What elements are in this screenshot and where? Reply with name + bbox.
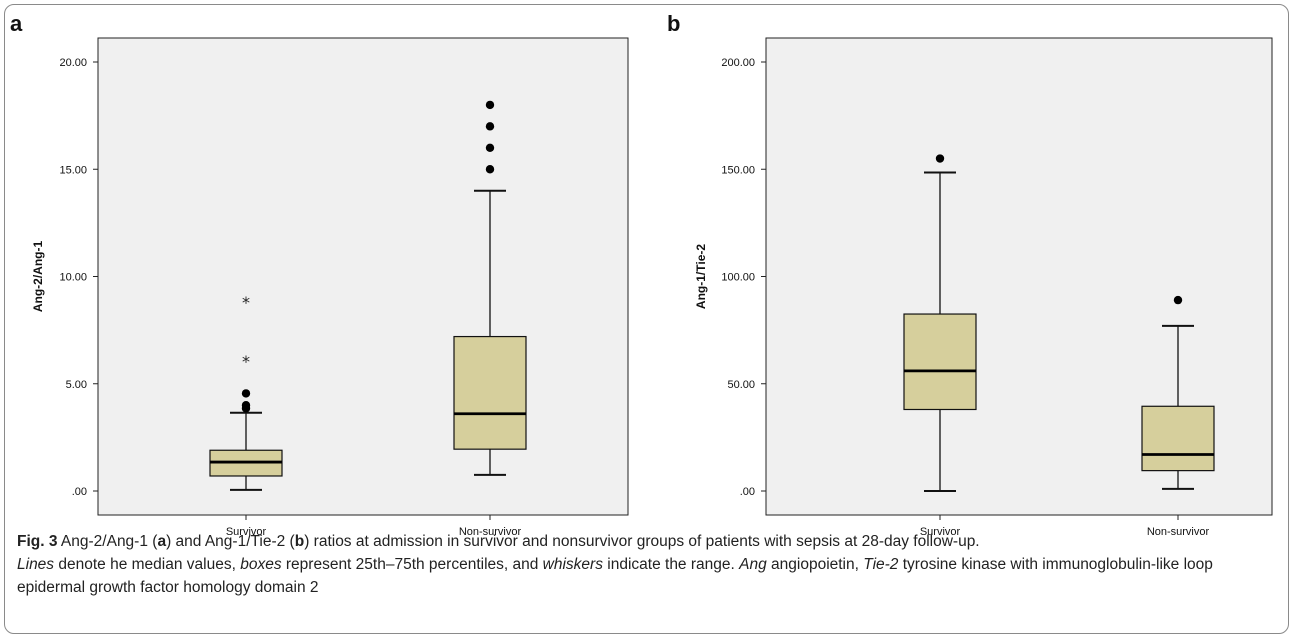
outlier-point [241, 389, 251, 398]
caption-text-2: ) and Ang-1/Tie-2 ( [166, 533, 295, 550]
caption-text-6: indicate the range. [602, 556, 740, 573]
y-tick-label: 200.00 [721, 57, 755, 69]
y-tick-label: 100.00 [721, 272, 755, 284]
panel-a: a .00 5.00 10.00 15.00 20.00 Ang-2/Ang-1 Surviv… [10, 11, 629, 538]
outlier-point [485, 122, 495, 131]
y-tick-label: 15.00 [59, 164, 87, 176]
box-iqr [453, 335, 527, 450]
y-tick-label: 5.00 [66, 379, 87, 391]
y-tick-label: 10.00 [59, 272, 87, 284]
y-tick-label: .00 [72, 486, 87, 498]
outlier-point [241, 401, 251, 410]
x-tick-label: Non-survivor [459, 526, 522, 538]
x-tick-label: Survivor [920, 526, 961, 538]
y-axis-title: Ang-2/Ang-1 [31, 241, 45, 313]
panel-letter: a [10, 11, 23, 36]
plot-area [97, 37, 629, 516]
caption-lines-term: Lines [17, 556, 55, 573]
caption-text-1: Ang-2/Ang-1 ( [57, 533, 158, 550]
caption-boxes-term: boxes [240, 556, 282, 573]
caption-tie-term: Tie-2 [863, 556, 899, 573]
extreme-point: * [242, 352, 250, 371]
outlier-point [485, 165, 495, 174]
y-tick-label: .00 [740, 486, 755, 498]
outlier-point [935, 154, 945, 163]
panel-b: b .00 50.00 100.00 150.00 200.00 Ang-1/Tie-2 Su… [667, 11, 1273, 538]
outlier-point [1173, 295, 1183, 305]
x-tick-label: Survivor [226, 526, 267, 538]
box-iqr [903, 313, 977, 411]
outlier-point [485, 100, 495, 110]
caption-text-3: ) ratios at admission in survivor and no… [304, 533, 980, 550]
caption-ang-term: Ang [739, 556, 767, 573]
box-iqr [1141, 405, 1215, 472]
caption-text-4: denote he median values, [54, 556, 241, 573]
panel-letter: b [667, 11, 680, 36]
extreme-point: * [242, 293, 250, 312]
x-tick-label: Non-survivor [1147, 526, 1210, 538]
caption-panel-b: b [294, 533, 305, 550]
caption-text-5: represent 25th–75th percentiles, and [281, 556, 543, 573]
outlier-point [485, 143, 495, 152]
y-axis-title: Ang-1/Tie-2 [694, 244, 708, 309]
caption-text-8: tyrosine kinase with immunoglobulin-like… [17, 556, 1213, 596]
figure-caption: Fig. 3 Ang-2/Ang-1 (a) and Ang-1/Tie-2 (… [17, 530, 1279, 599]
caption-panel-a: a [157, 533, 167, 550]
caption-text-7: angiopoietin, [766, 556, 864, 573]
caption-fig-label: Fig. 3 [17, 533, 58, 550]
y-tick-label: 150.00 [721, 164, 755, 176]
y-tick-label: 50.00 [727, 379, 755, 391]
y-tick-label: 20.00 [59, 57, 87, 69]
caption-whiskers-term: whiskers [542, 556, 603, 573]
